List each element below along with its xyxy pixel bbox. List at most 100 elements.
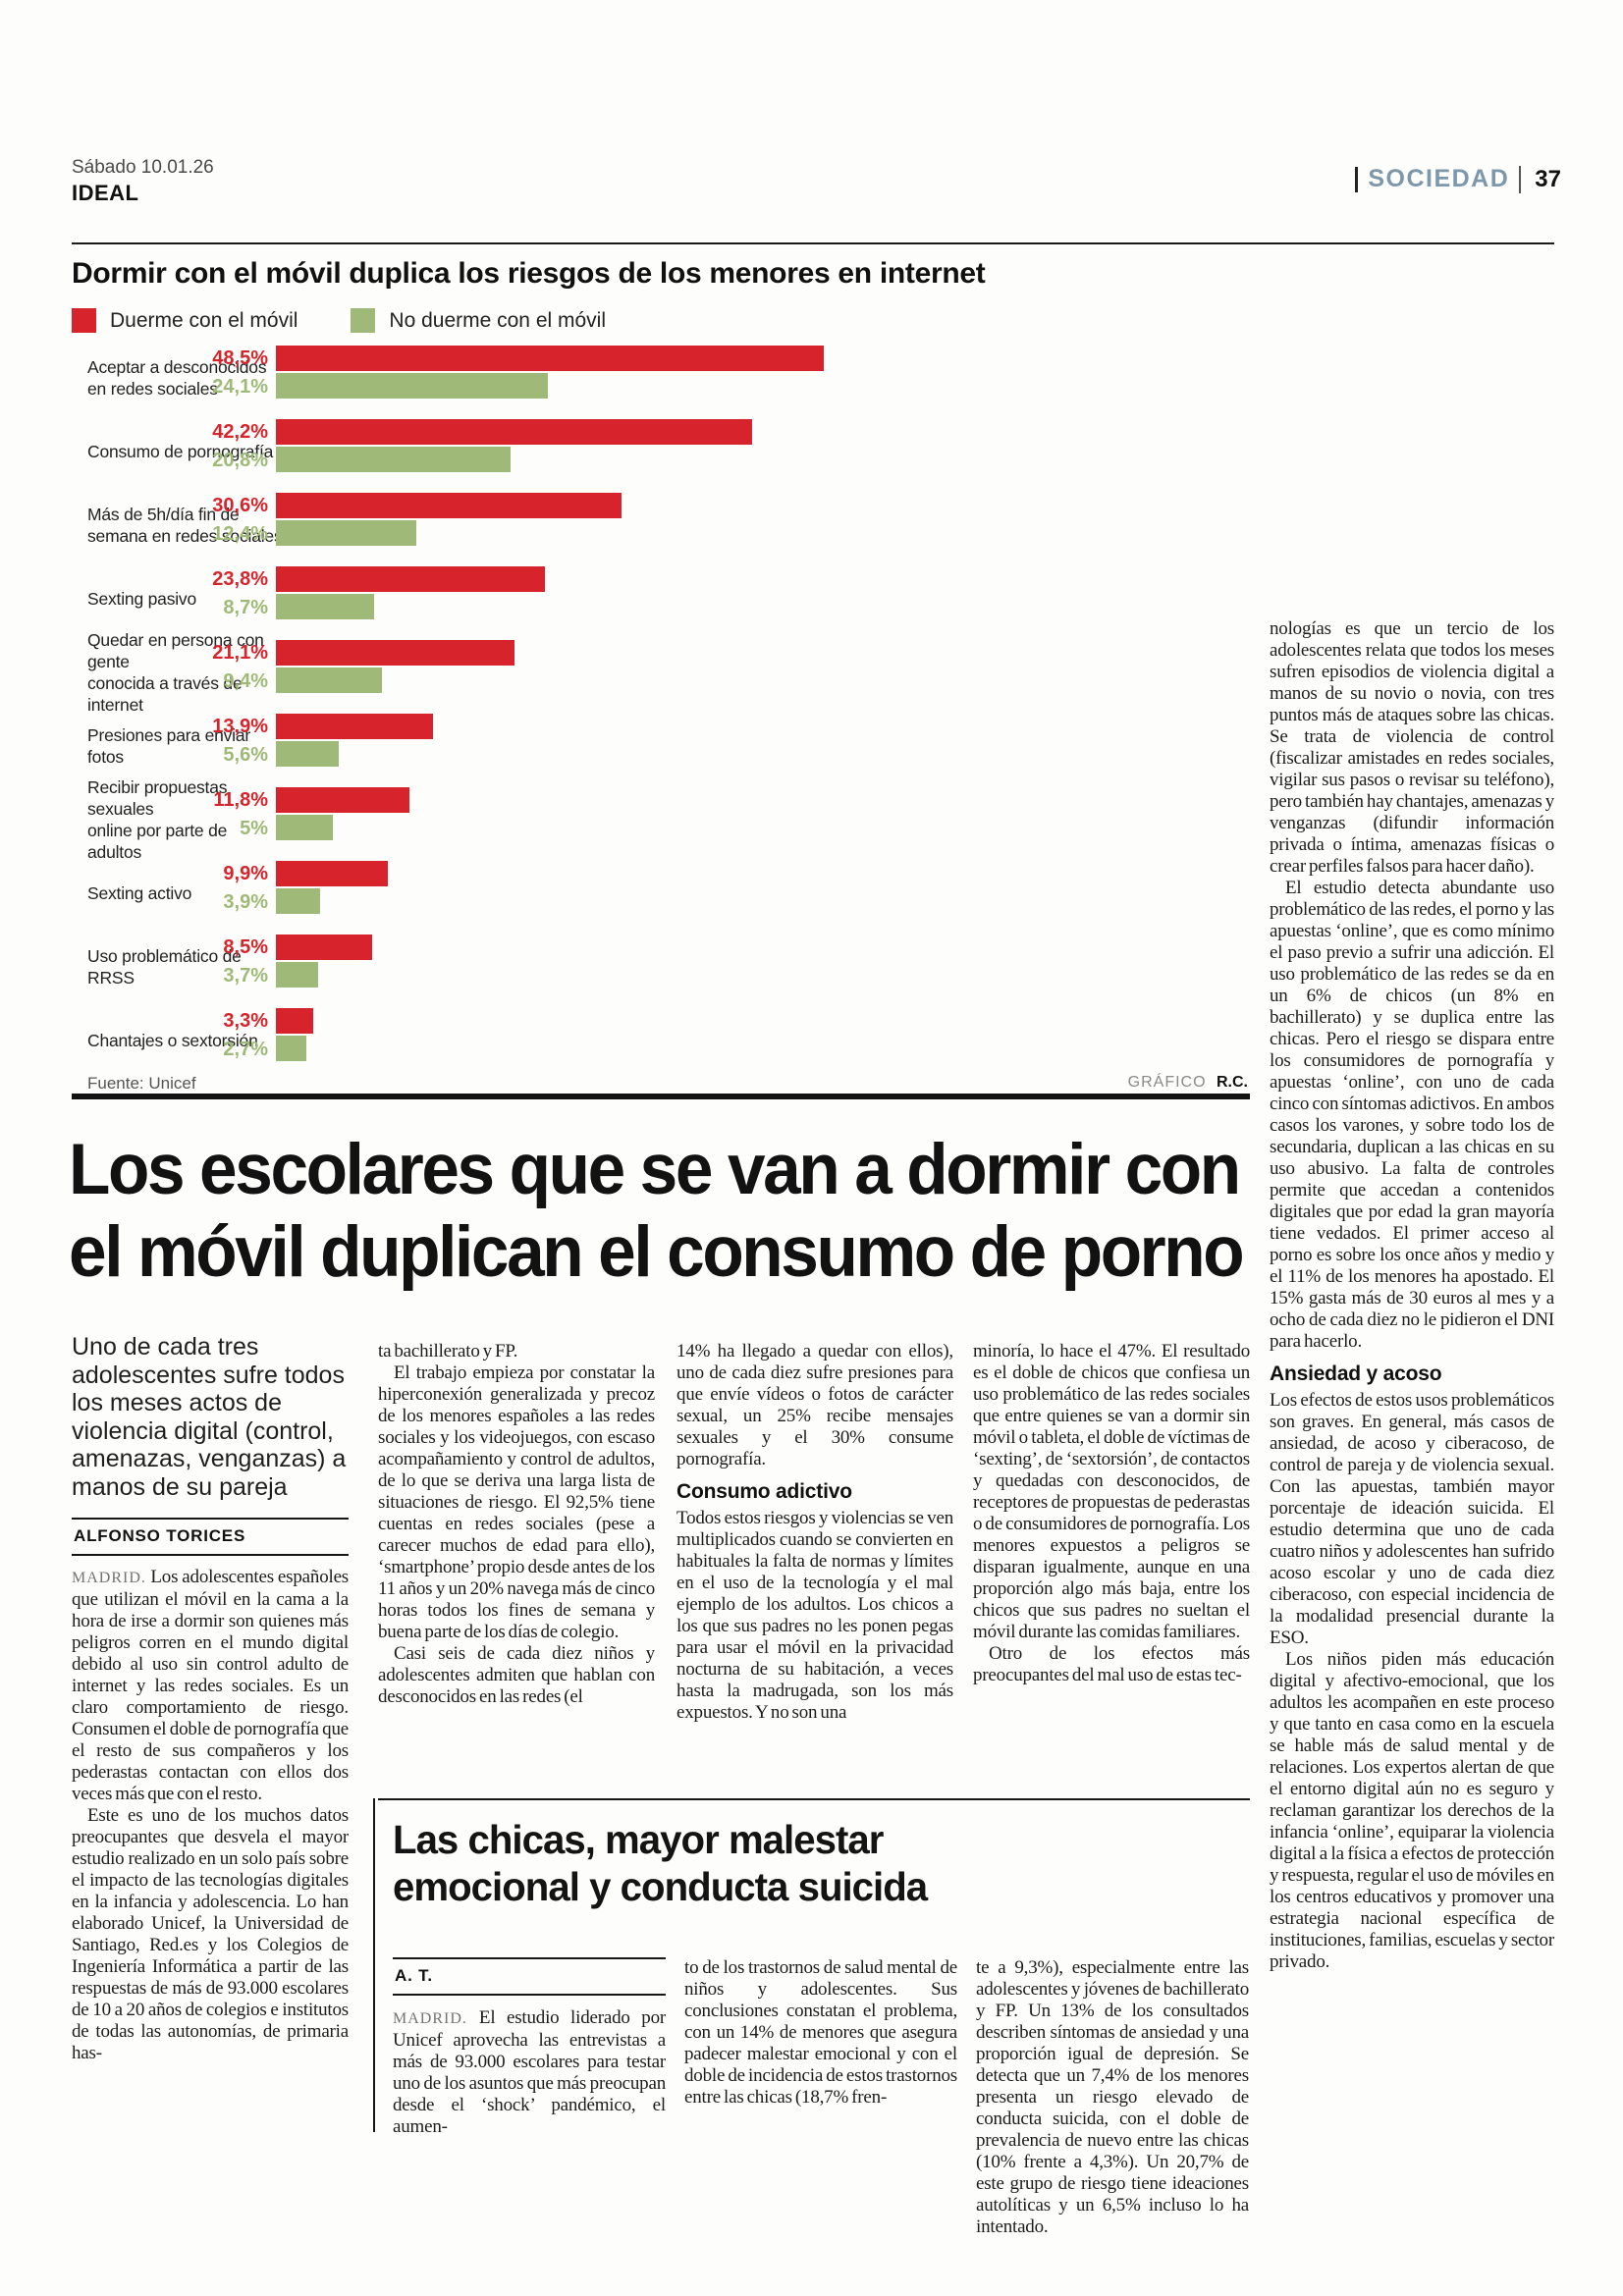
chart-row: Chantajes o sextorsión 3,3% 2,7% [72, 1008, 1250, 1082]
chart-category-label: Uso problemático de RRSS [87, 946, 242, 988]
box-byline: A. T. [395, 1966, 433, 1985]
pageno-divider-bar [1519, 165, 1522, 193]
body-paragraph: to de los trastornos de salud mental de … [684, 1957, 957, 2108]
chart-row: Recibir propuestas sexuales online por p… [72, 777, 1250, 862]
chart-legend: Duerme con el móvil No duerme con el móv… [72, 308, 606, 333]
bar-value-label: 20,8% [212, 450, 268, 471]
bar-value-label: 12,4% [212, 523, 268, 545]
chart-category-label: Más de 5h/día fin de semana en redes soc… [87, 505, 283, 546]
bar-value-label: 3,7% [223, 965, 268, 987]
bar-value-label: 5,6% [223, 744, 268, 766]
body-subhead: Ansiedad y acoso [1270, 1362, 1442, 1385]
bar-value-label: 2,7% [223, 1039, 268, 1060]
data-bar [276, 594, 374, 619]
bar-value-label: 48,5% [212, 347, 268, 369]
body-paragraph: Este es uno de los muchos datos preocupa… [72, 1805, 349, 2063]
infographic-chart: Dormir con el móvil duplica los riesgos … [72, 257, 1250, 1099]
chart-category-label: Presiones para enviar fotos [87, 725, 251, 767]
chart-category-label: Quedar en persona con gente conocida a t… [87, 630, 264, 715]
data-bar [276, 888, 320, 914]
chart-row: Aceptar a desconocidos en redes sociales… [72, 346, 1250, 419]
bar-value-label: 21,1% [212, 642, 268, 664]
box-column-1: A. T. MADRID. El estudio liderado por Un… [393, 1957, 666, 2271]
data-bar [276, 962, 318, 988]
body-paragraph: Los efectos de estos usos problemáticos … [1270, 1390, 1554, 1648]
chart-credit-name: R.C. [1217, 1074, 1248, 1091]
data-bar [276, 520, 416, 546]
body-paragraph: Otro de los efectos más preocupantes del… [973, 1643, 1250, 1685]
bar-value-label: 11,8% [213, 789, 268, 811]
box-column-3: te a 9,3%), especialmente entre las adol… [976, 1957, 1249, 2271]
article-column-4: minoría, lo hace el 47%. El resultado es… [973, 1341, 1250, 1765]
chart-row: Uso problemático de RRSS 8,5% 3,7% [72, 934, 1250, 1008]
chart-row: Consumo de pornografía 42,2% 20,8% [72, 419, 1250, 493]
article-rail-column: nologías es que un tercio de los adolesc… [1270, 618, 1554, 2279]
legend-swatch-nosleep [351, 308, 376, 333]
data-bar [276, 934, 372, 960]
box-columns: A. T. MADRID. El estudio liderado por Un… [393, 1957, 1249, 2271]
bar-value-label: 23,8% [212, 568, 268, 590]
body-paragraph: nologías es que un tercio de los adolesc… [1270, 618, 1554, 877]
body-paragraph: ta bachillerato y FP. [378, 1341, 518, 1362]
box-column-2: to de los trastornos de salud mental de … [684, 1957, 957, 2271]
chart-category-label: Sexting activo [87, 883, 192, 903]
article-column-2: ta bachillerato y FP. El trabajo empieza … [378, 1341, 655, 1765]
data-bar [276, 373, 548, 399]
header-rule [72, 242, 1554, 244]
data-bar [276, 419, 752, 445]
body-paragraph: Todos estos riesgos y violencias se ven … [676, 1508, 953, 1723]
byline-block: ALFONSO TORICES [72, 1518, 349, 1556]
chart-title: Dormir con el móvil duplica los riesgos … [72, 257, 986, 290]
bar-value-label: 24,1% [212, 376, 268, 398]
section-label: SOCIEDAD [1368, 165, 1510, 192]
edition-date: Sábado 10.01.26 [72, 157, 214, 178]
chart-credit-label: GRÁFICO [1127, 1074, 1207, 1091]
bar-value-label: 13,9% [212, 716, 268, 737]
bar-value-label: 5% [240, 818, 268, 839]
body-paragraph: MADRID. Los adolescentes españoles que u… [72, 1567, 349, 1804]
chart-row: Quedar en persona con gente conocida a t… [72, 630, 1250, 715]
bar-value-label: 42,2% [212, 421, 268, 443]
body-paragraph: Los niños piden más educación digital y … [1270, 1649, 1554, 1972]
chart-category-label: Consumo de pornografía [87, 442, 274, 461]
bar-value-label: 3,3% [223, 1010, 268, 1032]
body-subhead: Consumo adictivo [676, 1480, 852, 1503]
box-byline-block: A. T. [393, 1957, 666, 1996]
article-column-3: 14% ha llegado a quedar con ellos), uno … [676, 1341, 953, 1765]
body-paragraph: minoría, lo hace el 47%. El resultado es… [973, 1341, 1250, 1642]
data-bar [276, 447, 511, 472]
box-byline-rule-top [393, 1957, 666, 1959]
article-column-1: MADRID. Los adolescentes españoles que u… [72, 1567, 349, 2169]
body-paragraph: El estudio detecta abundante uso problem… [1270, 878, 1554, 1352]
data-bar [276, 861, 388, 886]
legend-swatch-sleep [72, 308, 96, 333]
box-column-1-text: MADRID. El estudio liderado por Unicef a… [393, 2007, 666, 2138]
dateline: MADRID. [72, 1570, 151, 1586]
bar-value-label: 30,6% [212, 495, 268, 516]
bar-value-label: 9,4% [223, 670, 268, 692]
chart-bottom-rule [72, 1094, 1250, 1099]
data-bar [276, 815, 333, 840]
body-paragraph: MADRID. El estudio liderado por Unicef a… [393, 2007, 666, 2137]
masthead: IDEAL [72, 181, 139, 205]
data-bar [276, 346, 824, 371]
bar-value-label: 9,9% [223, 863, 268, 884]
chart-row: Sexting pasivo 23,8% 8,7% [72, 566, 1250, 640]
data-bar [276, 787, 409, 813]
chart-category-label: Chantajes o sextorsión [87, 1031, 258, 1050]
chart-credit: GRÁFICO R.C. [1128, 1074, 1248, 1092]
page-number: 37 [1535, 165, 1561, 192]
data-bar [276, 741, 339, 767]
box-headline: Las chicas, mayor malestar emocional y c… [393, 1817, 928, 1909]
page-header-right: SOCIEDAD 37 [1355, 165, 1561, 193]
chart-row: Presiones para enviar fotos 13,9% 5,6% [72, 714, 1250, 787]
section-divider-bar [1355, 166, 1359, 192]
sub-article-box: Las chicas, mayor malestar emocional y c… [373, 1798, 1250, 2271]
chart-category-label: Aceptar a desconocidos en redes sociales [87, 357, 267, 399]
article-byline: ALFONSO TORICES [74, 1526, 246, 1545]
chart-source: Fuente: Unicef [87, 1074, 196, 1093]
data-bar [276, 1008, 313, 1034]
body-paragraph: El trabajo empieza por constatar la hipe… [378, 1362, 655, 1642]
page-header-left: Sábado 10.01.26 IDEAL [72, 157, 214, 206]
